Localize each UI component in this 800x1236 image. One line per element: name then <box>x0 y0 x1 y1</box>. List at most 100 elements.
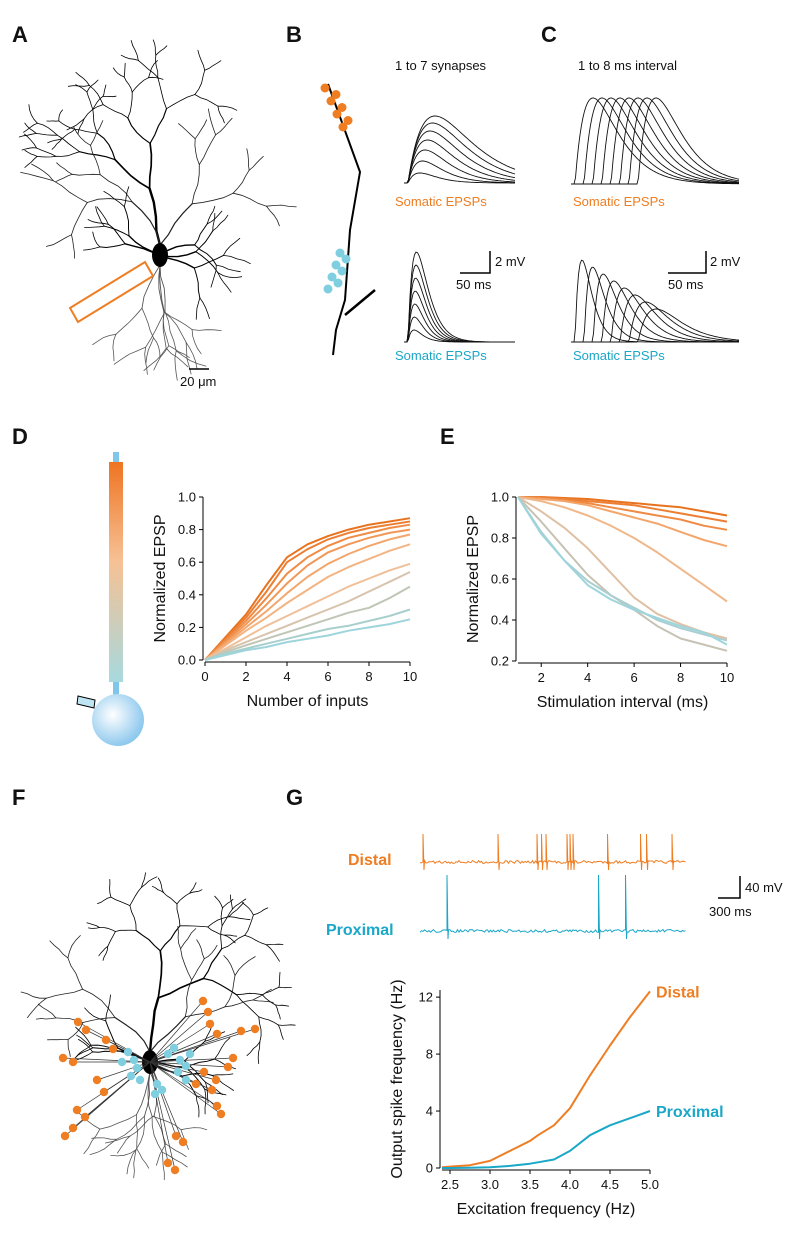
synapse <box>212 1029 222 1039</box>
y-tick-label: 0.8 <box>491 531 509 546</box>
dendrite <box>189 889 203 894</box>
dendrite <box>217 105 238 111</box>
dendrite <box>77 118 85 135</box>
dendrite <box>31 163 54 182</box>
annotation: Somatic EPSPs <box>395 194 487 209</box>
dendrite <box>112 67 125 78</box>
dendrite <box>194 244 217 266</box>
synapse <box>171 1131 181 1141</box>
dendrite <box>248 156 264 171</box>
x-tick-label: 4 <box>283 669 290 684</box>
stem <box>113 452 119 464</box>
panel-label: D <box>12 424 28 449</box>
dendrite <box>21 147 37 151</box>
dendrite <box>206 206 216 225</box>
synapse <box>150 1089 160 1099</box>
dendrite <box>180 928 197 950</box>
x-tick-label: 4.0 <box>561 1177 579 1192</box>
dendrite <box>232 898 247 910</box>
synapse <box>157 1085 167 1095</box>
panel-label: E <box>440 424 455 449</box>
trace <box>571 97 739 185</box>
x-tick-label: 4 <box>584 670 591 685</box>
dendrite <box>278 986 292 989</box>
dendrite <box>194 119 207 140</box>
dendrite <box>215 264 241 273</box>
dendrite <box>126 1148 138 1175</box>
series-line <box>204 523 411 661</box>
scale-bar <box>668 251 707 274</box>
trace <box>571 97 740 185</box>
dendrite <box>90 144 101 176</box>
dendrite <box>58 120 76 130</box>
trace <box>571 97 739 185</box>
dendrite <box>257 1041 261 1064</box>
dendrite <box>141 307 154 339</box>
dendrite <box>149 1061 205 1073</box>
synapse <box>173 1067 183 1077</box>
dendrite <box>149 1057 234 1063</box>
dendrite <box>162 311 167 349</box>
dendrite <box>149 1061 184 1143</box>
dendrite <box>149 1061 177 1137</box>
dendrite <box>193 267 201 299</box>
dendrite <box>148 996 160 1054</box>
scale-label: 50 ms <box>456 277 492 292</box>
y-tick-label: 12 <box>419 990 433 1005</box>
synapse <box>68 1057 78 1067</box>
dendrite <box>148 60 158 79</box>
dendrite <box>163 311 193 330</box>
trace <box>404 290 515 343</box>
x-axis-label: Number of inputs <box>247 693 369 710</box>
y-axis-label: Output spike frequency (Hz) <box>389 979 406 1178</box>
dendrite <box>153 1115 167 1145</box>
synapse <box>228 1053 238 1063</box>
dendrite <box>52 180 88 203</box>
dendrite <box>207 916 230 928</box>
synapse <box>181 1061 191 1071</box>
synapse <box>117 1057 127 1067</box>
dendrite <box>194 94 219 107</box>
trace <box>571 97 740 185</box>
dendrite <box>96 1061 151 1081</box>
dendrite <box>115 307 143 335</box>
dendrite <box>92 231 101 248</box>
synapse <box>331 90 341 99</box>
trace <box>571 97 740 185</box>
y-tick-label: 0.2 <box>178 620 196 635</box>
dendrite <box>174 350 178 381</box>
dendrite <box>92 333 117 346</box>
series-line <box>517 496 728 603</box>
synapse <box>327 272 337 282</box>
dendrite <box>20 172 54 182</box>
dendrite <box>191 329 222 331</box>
dendrite <box>149 1000 204 1063</box>
dendrite <box>217 272 243 279</box>
dendrite <box>212 213 216 232</box>
dendrite <box>194 223 208 246</box>
series-line <box>204 571 411 661</box>
series-line <box>517 496 728 548</box>
electrode <box>76 695 96 709</box>
scale-label: 20 μm <box>180 374 216 389</box>
dendrite <box>228 916 251 921</box>
dendrite <box>177 926 181 950</box>
dendrite <box>78 151 116 161</box>
series-line <box>204 517 411 661</box>
dendrite <box>136 1148 150 1169</box>
dendrite <box>261 994 276 1006</box>
synapse <box>343 116 353 125</box>
dendrite <box>92 95 104 110</box>
dendrite <box>37 1003 57 1019</box>
dendrite <box>236 994 260 1018</box>
synapse <box>132 1063 142 1073</box>
dendrite <box>109 879 112 898</box>
synapse <box>338 122 348 132</box>
dendrite <box>223 955 236 976</box>
dendrite <box>151 885 164 893</box>
dendrite <box>56 134 80 153</box>
x-tick-label: 5.0 <box>641 1177 659 1192</box>
dendrite <box>161 1151 165 1181</box>
dendrite <box>117 1135 131 1154</box>
dendrite <box>129 1115 155 1137</box>
